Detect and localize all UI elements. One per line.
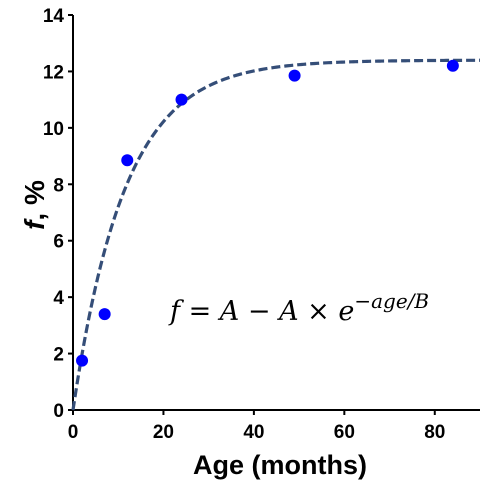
data-point	[175, 93, 188, 106]
data-points	[76, 59, 459, 367]
y-tick-label: 12	[43, 62, 64, 83]
y-tick-label: 2	[53, 345, 64, 366]
fit-curve	[71, 58, 481, 411]
data-point	[288, 69, 301, 82]
axes	[72, 15, 480, 411]
x-tick-label: 80	[424, 422, 445, 443]
y-tick-label: 8	[53, 175, 64, 196]
equation-annotation: f = A − A × e−age/B	[168, 289, 429, 327]
x-axis-title: Age (months)	[193, 450, 367, 480]
x-tick-label: 60	[334, 422, 355, 443]
x-axis-ticks: 0 20 40 60 80	[68, 410, 445, 443]
y-tick-label: 0	[53, 401, 64, 422]
data-point	[98, 308, 111, 321]
x-tick-label: 40	[243, 422, 264, 443]
y-axis-title: f, %	[19, 180, 50, 230]
y-axis-title-unit: , %	[19, 180, 50, 221]
data-point	[446, 59, 459, 72]
y-axis-ticks: 0 2 4 6 8 10 12 14	[43, 6, 73, 422]
y-axis-title-variable: f	[19, 218, 50, 230]
y-tick-label: 10	[43, 119, 64, 140]
y-tick-label: 4	[53, 288, 64, 309]
y-tick-label: 14	[43, 6, 65, 27]
y-tick-label: 6	[53, 232, 64, 253]
data-point	[76, 354, 89, 367]
data-point	[121, 154, 134, 167]
x-tick-label: 20	[153, 422, 174, 443]
x-tick-label: 0	[68, 422, 79, 443]
